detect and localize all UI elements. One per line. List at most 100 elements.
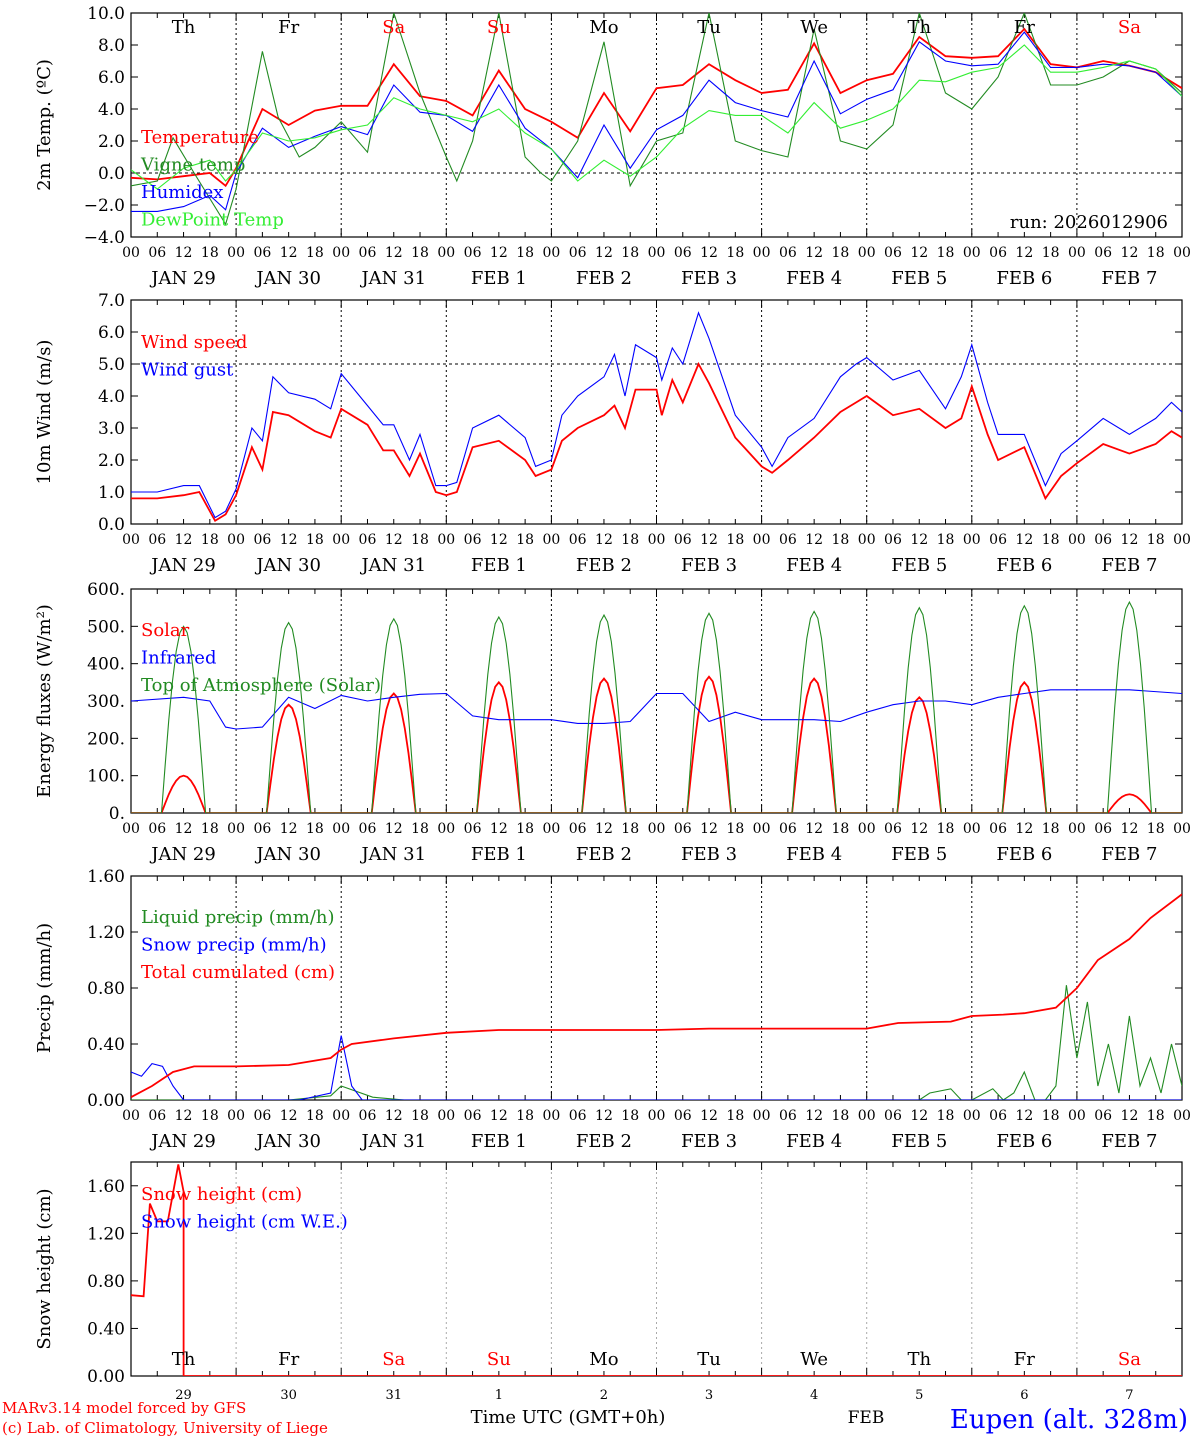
hour-label: 12 [1015,821,1033,837]
hour-label: 06 [253,245,271,261]
hour-label: 00 [858,1108,876,1124]
date-label: JAN 31 [359,268,426,289]
hour-label: 00 [122,1108,140,1124]
hour-label: 00 [963,821,981,837]
hour-label: 06 [779,821,797,837]
date-label: JAN 29 [149,1131,216,1152]
legend-solar: Solar [141,620,190,641]
hour-label: 00 [332,532,350,548]
hour-label: 06 [359,245,377,261]
hour-label: 12 [1121,821,1139,837]
hour-label: 06 [674,821,692,837]
hour-label: 00 [963,1108,981,1124]
station-label: Eupen (alt. 328m) [950,1405,1188,1435]
hour-label: 00 [1173,1108,1191,1124]
hour-label: 06 [569,532,587,548]
flux-series-infrared [131,689,1182,730]
day-name: Tu [697,17,721,38]
hour-label: 06 [989,245,1007,261]
hour-label: 00 [437,245,455,261]
hour-label: 12 [910,245,928,261]
day-name: Tu [697,1349,721,1370]
day-name: Th [907,17,931,38]
hour-label: 18 [726,1108,744,1124]
hour-label: 12 [385,1108,403,1124]
hour-label: 18 [411,821,429,837]
temp-series-dewpoint-temp [131,44,1182,190]
temp-series-temperature [131,27,1182,188]
day-name: We [800,1349,828,1370]
day-name: Th [907,1349,931,1370]
hour-label: 00 [1173,245,1191,261]
hour-label: 18 [516,821,534,837]
hour-label: 00 [227,245,245,261]
hour-label: 18 [621,245,639,261]
date-label: JAN 30 [254,555,321,576]
day-name: Sa [382,17,405,38]
hour-label: 18 [1147,821,1165,837]
hour-label: 12 [280,245,298,261]
hour-label: 12 [1121,1108,1139,1124]
snow-series-snow-height-cm- [131,1164,1182,1376]
hour-label: 00 [753,532,771,548]
day-name: Th [172,1349,196,1370]
hour-label: 06 [148,1108,166,1124]
hour-label: 06 [674,245,692,261]
day-number: 5 [915,1388,923,1403]
hour-label: 12 [1015,1108,1033,1124]
date-label: FEB 2 [576,555,632,576]
hour-label: 12 [1015,245,1033,261]
y-tick-label: 300. [87,692,125,712]
hour-label: 06 [989,532,1007,548]
day-name: Fr [278,17,299,38]
day-number: 2 [600,1388,608,1403]
day-name: We [800,17,828,38]
y-tick-label: 600. [87,580,125,600]
hour-label: 12 [595,532,613,548]
y-tick-label: 500. [87,617,125,637]
hour-label: 12 [490,821,508,837]
y-tick-label: 4.0 [98,100,125,120]
day-number: 6 [1020,1388,1028,1403]
hour-label: 00 [858,532,876,548]
hour-label: 18 [937,821,955,837]
hour-label: 18 [1042,1108,1060,1124]
hour-label: 18 [1042,245,1060,261]
hour-label: 12 [385,821,403,837]
y-tick-label: 1.20 [87,1224,125,1244]
date-label: JAN 30 [254,1131,321,1152]
hour-label: 06 [884,1108,902,1124]
date-label: FEB 4 [786,268,842,289]
date-label: FEB 2 [576,844,632,865]
legend-top-of-atmosphere-solar-: Top of Atmosphere (Solar) [141,675,381,696]
hour-label: 06 [779,1108,797,1124]
hour-label: 06 [253,821,271,837]
y-tick-label: 5.0 [98,355,125,375]
hour-label: 06 [1094,1108,1112,1124]
date-label: FEB 1 [471,1131,527,1152]
hour-label: 18 [306,532,324,548]
hour-label: 06 [674,1108,692,1124]
hour-label: 06 [989,821,1007,837]
hour-label: 12 [805,245,823,261]
y-tick-label: 0.40 [87,1035,125,1055]
y-tick-label: 2.0 [98,132,125,152]
hour-label: 00 [648,532,666,548]
hour-label: 18 [1147,532,1165,548]
y-tick-label: 1.60 [87,1177,125,1197]
hour-label: 18 [726,821,744,837]
hour-label: 06 [674,532,692,548]
hour-label: 12 [175,245,193,261]
y-tick-label: 1.0 [98,483,125,503]
hour-label: 12 [700,1108,718,1124]
y-tick-label: 6.0 [98,323,125,343]
hour-label: 18 [726,245,744,261]
hour-label: 18 [1042,821,1060,837]
legend-dewpoint-temp: DewPoint Temp [141,210,284,231]
date-label: FEB 4 [786,555,842,576]
y-tick-label: 2.0 [98,451,125,471]
y-tick-label: −4.0 [84,228,125,248]
hour-label: 06 [464,1108,482,1124]
day-name: Sa [382,1349,405,1370]
flux-series-top-of-atmosphere-solar- [131,600,1182,813]
